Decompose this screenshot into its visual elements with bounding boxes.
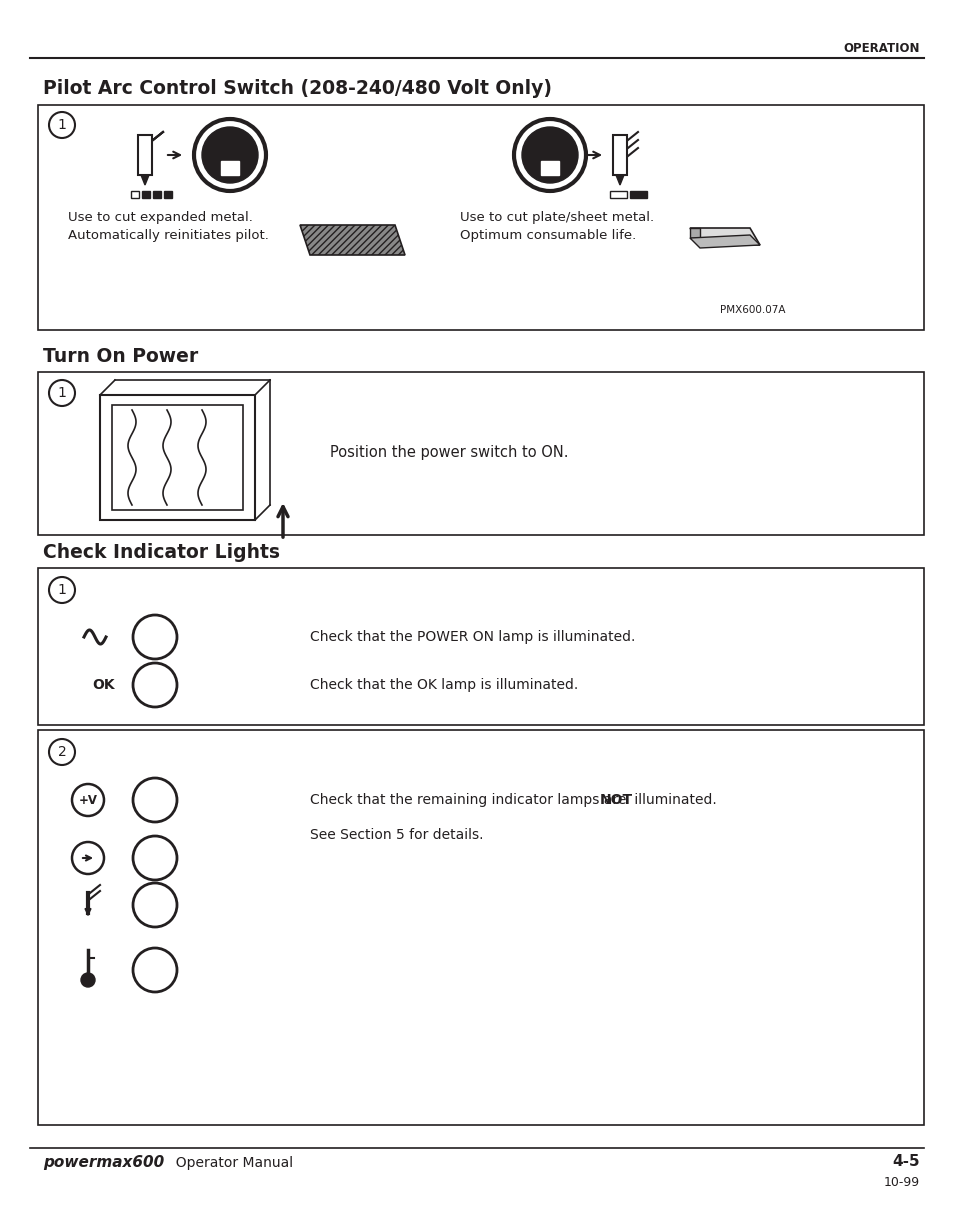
Text: 4-5: 4-5	[891, 1155, 919, 1169]
Text: Check Indicator Lights: Check Indicator Lights	[43, 544, 280, 562]
Polygon shape	[689, 228, 760, 245]
Text: Use to cut expanded metal.: Use to cut expanded metal.	[68, 211, 253, 225]
Text: 2: 2	[57, 745, 67, 760]
Text: powermax600: powermax600	[43, 1156, 164, 1171]
FancyBboxPatch shape	[540, 161, 558, 175]
Text: OPERATION: OPERATION	[842, 42, 919, 54]
FancyBboxPatch shape	[142, 191, 150, 198]
Text: Check that the POWER ON lamp is illuminated.: Check that the POWER ON lamp is illumina…	[310, 629, 635, 644]
Text: Turn On Power: Turn On Power	[43, 346, 198, 366]
Text: +V: +V	[78, 794, 97, 806]
Circle shape	[81, 973, 95, 987]
FancyBboxPatch shape	[38, 730, 923, 1125]
Text: Use to cut plate/sheet metal.: Use to cut plate/sheet metal.	[459, 211, 654, 225]
FancyBboxPatch shape	[38, 372, 923, 535]
Polygon shape	[689, 236, 760, 248]
FancyBboxPatch shape	[152, 191, 161, 198]
Circle shape	[521, 128, 578, 183]
Text: Pilot Arc Control Switch (208-240/480 Volt Only): Pilot Arc Control Switch (208-240/480 Vo…	[43, 79, 552, 97]
Text: PMX600.07A: PMX600.07A	[720, 306, 784, 315]
FancyBboxPatch shape	[131, 191, 139, 198]
Text: See Section 5 for details.: See Section 5 for details.	[310, 828, 483, 842]
Text: 1: 1	[57, 583, 67, 598]
Polygon shape	[616, 175, 623, 185]
Text: NOT: NOT	[599, 793, 633, 807]
Text: Check that the OK lamp is illuminated.: Check that the OK lamp is illuminated.	[310, 679, 578, 692]
FancyBboxPatch shape	[609, 191, 626, 198]
Polygon shape	[299, 225, 405, 255]
Text: 10-99: 10-99	[882, 1175, 919, 1189]
FancyBboxPatch shape	[38, 106, 923, 330]
Text: Optimum consumable life.: Optimum consumable life.	[459, 228, 636, 242]
FancyBboxPatch shape	[629, 191, 646, 198]
Text: Check that the remaining indicator lamps are: Check that the remaining indicator lamps…	[310, 793, 630, 807]
Text: Operator Manual: Operator Manual	[167, 1156, 293, 1171]
Text: 1: 1	[57, 118, 67, 133]
Text: Position the power switch to ON.: Position the power switch to ON.	[330, 445, 568, 460]
FancyBboxPatch shape	[221, 161, 239, 175]
Text: 1: 1	[57, 387, 67, 400]
FancyBboxPatch shape	[138, 135, 152, 175]
Circle shape	[202, 128, 257, 183]
Polygon shape	[689, 228, 700, 238]
FancyBboxPatch shape	[38, 568, 923, 725]
Text: Automatically reinitiates pilot.: Automatically reinitiates pilot.	[68, 228, 269, 242]
FancyBboxPatch shape	[164, 191, 172, 198]
Text: illuminated.: illuminated.	[629, 793, 716, 807]
Polygon shape	[141, 175, 149, 185]
Text: OK: OK	[92, 679, 115, 692]
FancyBboxPatch shape	[613, 135, 626, 175]
